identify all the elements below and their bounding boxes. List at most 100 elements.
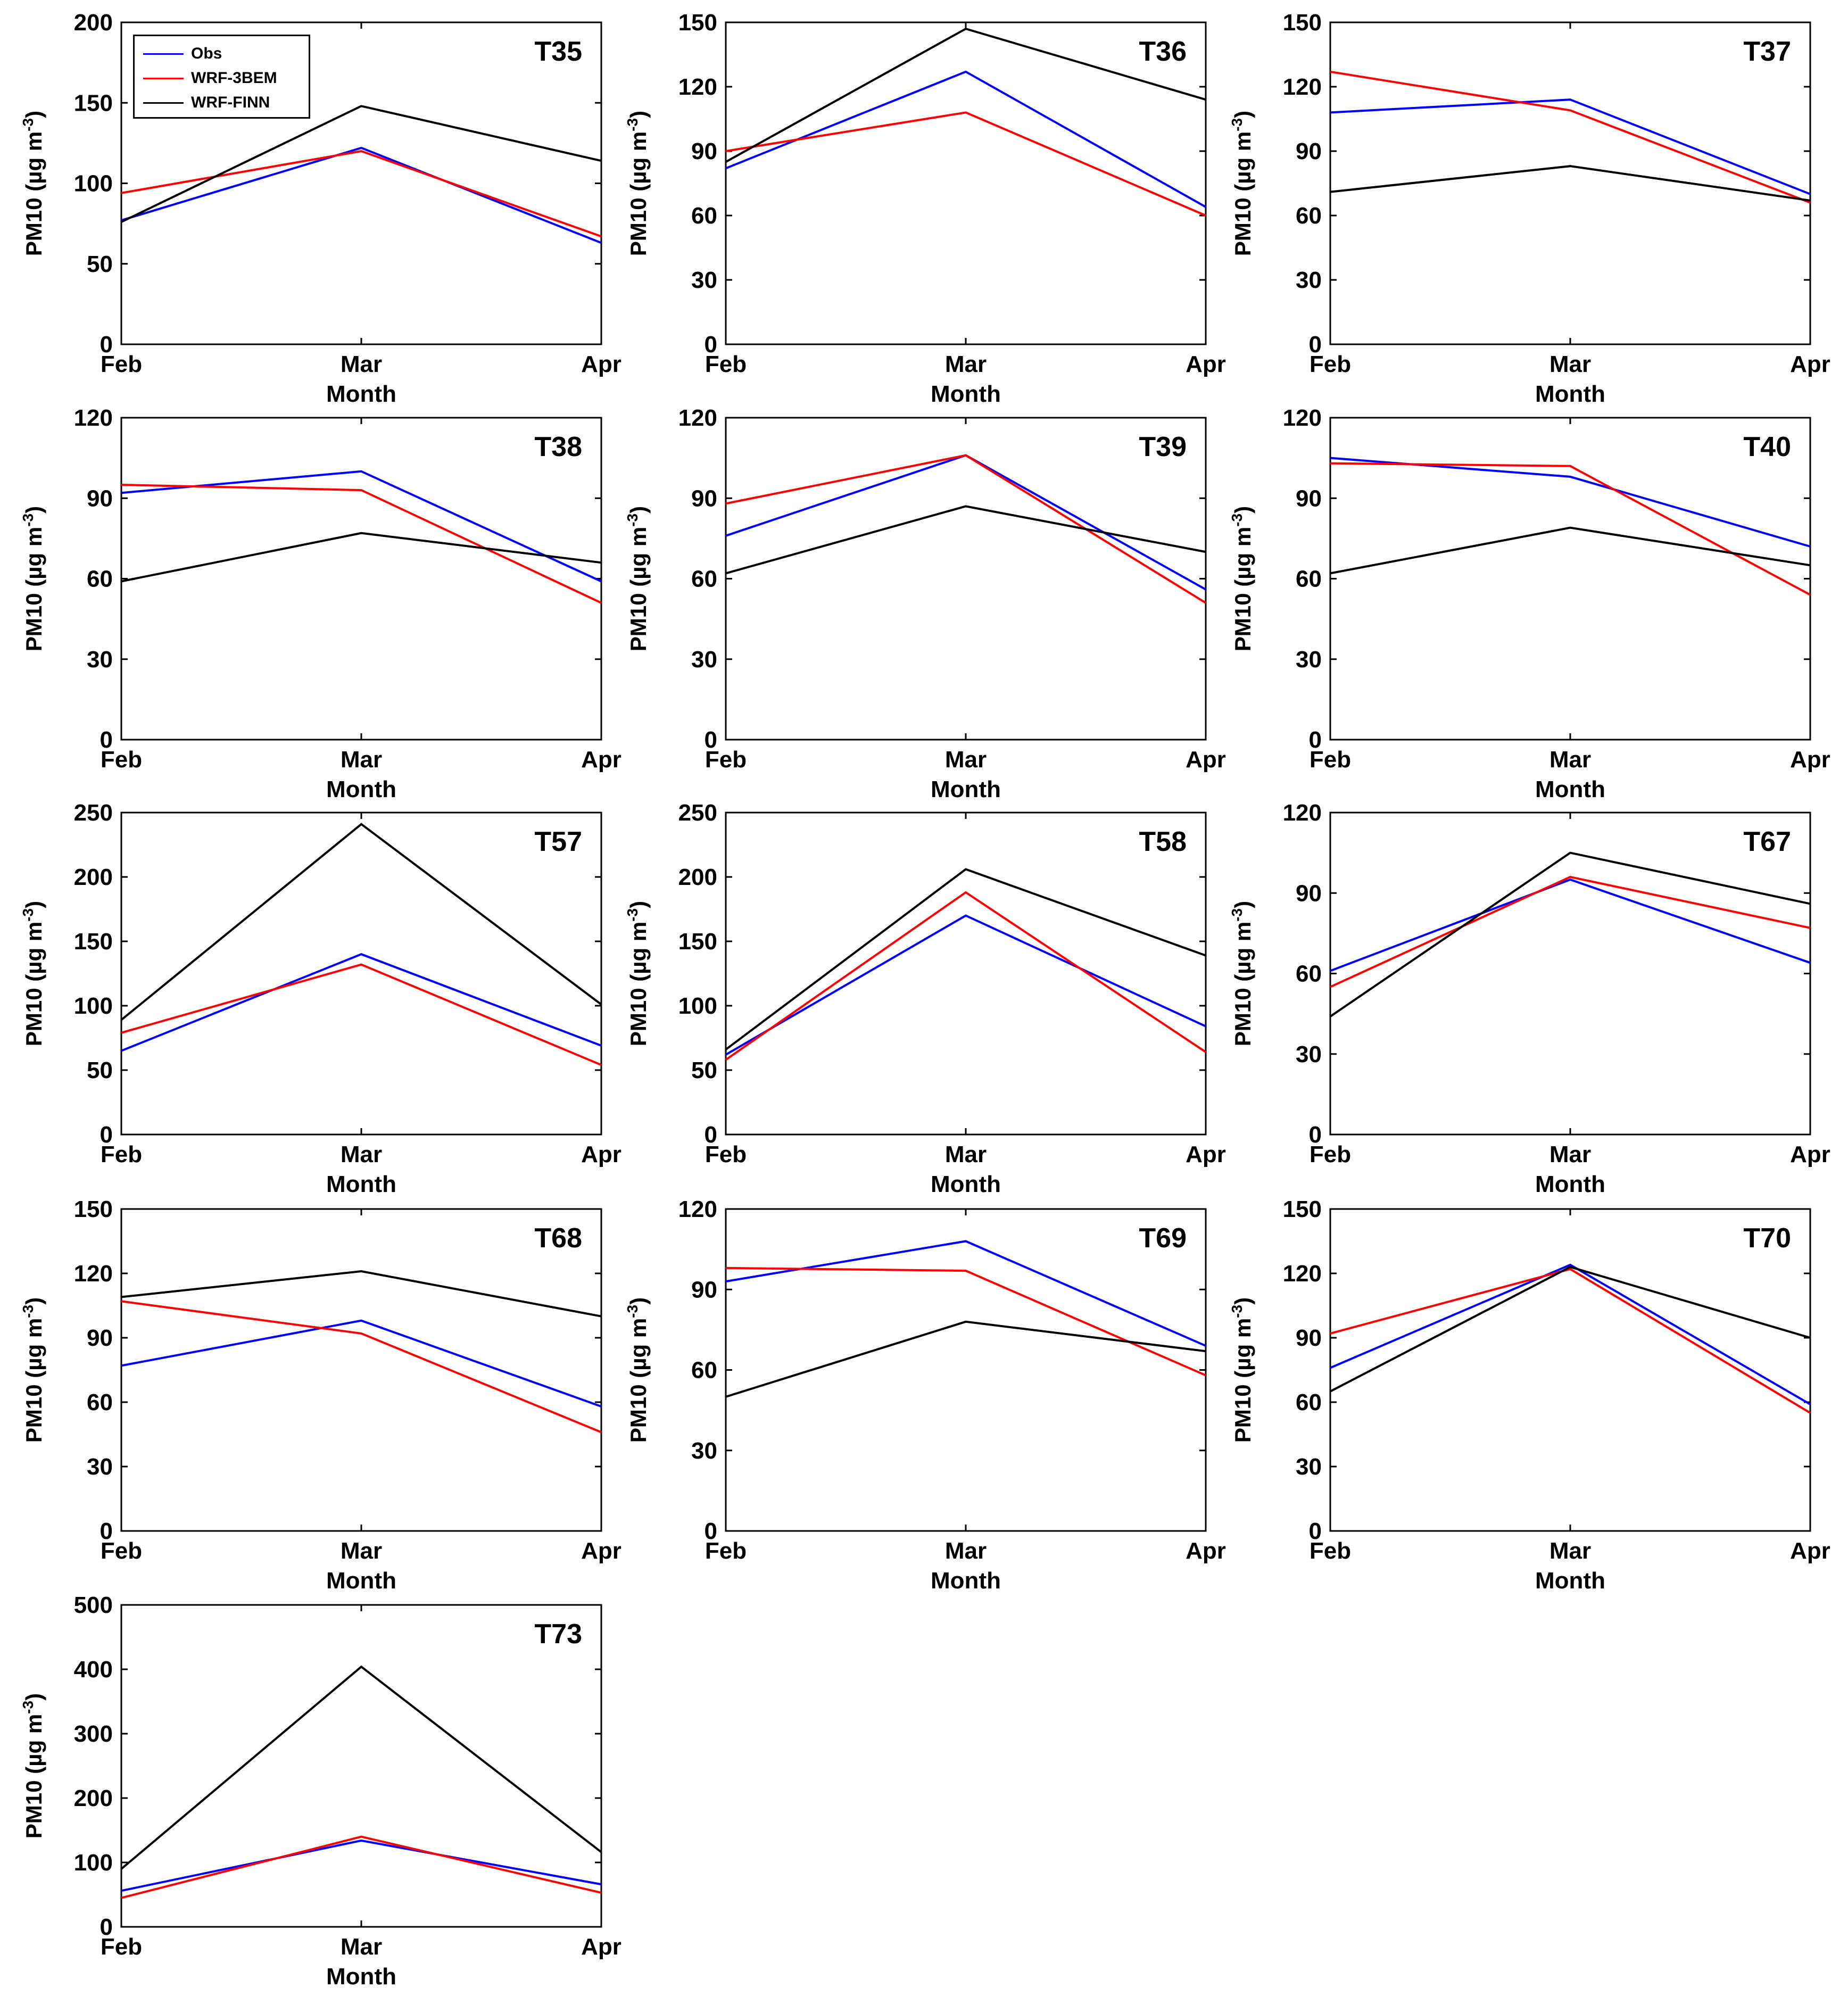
panel-t35: 0 50 100 150 200 Feb Mar Apr Month PM10 (µg m-3) T…	[20, 10, 621, 407]
panel-t70: 0 30 60 90 120 150 Feb Mar Apr Month PM10 (µg m-3)…	[1229, 1196, 1830, 1594]
y-tick-label: 100	[74, 993, 113, 1019]
x-axis-label: Month	[1535, 381, 1605, 407]
x-tick-label: Feb	[101, 1538, 142, 1564]
x-tick-label: Mar	[341, 351, 382, 377]
x-tick-label: Feb	[705, 747, 747, 773]
plot-frame	[1329, 1208, 1811, 1532]
x-axis-label: Month	[931, 381, 1001, 407]
y-tick-label: 50	[691, 1057, 717, 1083]
plot-frame	[725, 417, 1207, 741]
series-line-wrf-3bem	[725, 454, 1207, 604]
x-axis-label: Month	[1535, 1171, 1605, 1197]
y-tick-label: 30	[691, 1438, 717, 1464]
series-line-wrf-finn	[121, 1270, 602, 1318]
x-tick-label: Mar	[945, 1538, 987, 1564]
x-tick-label: Feb	[1310, 1141, 1351, 1167]
y-tick-label: 150	[74, 90, 113, 116]
y-tick-label: 90	[1296, 138, 1322, 164]
y-tick-label: 120	[1283, 800, 1322, 826]
panel-title: T40	[1743, 432, 1791, 462]
y-tick-label: 200	[74, 864, 113, 890]
y-tick-label: 50	[87, 251, 113, 277]
y-tick-label: 200	[678, 864, 717, 890]
y-tick-label: 60	[691, 1357, 717, 1384]
plot-frame	[725, 811, 1207, 1136]
x-tick-label: Apr	[581, 1934, 621, 1960]
y-tick-label: 90	[691, 1277, 717, 1303]
x-tick-label: Mar	[341, 1934, 382, 1960]
legend-swatch-wrf-3bem	[143, 77, 184, 79]
x-tick-label: Feb	[101, 351, 142, 377]
series-line-wrf-finn	[121, 532, 602, 583]
y-axis-label: PM10 (µg m-3)	[20, 1297, 46, 1443]
y-tick-label: 120	[678, 74, 717, 100]
series-line-wrf-3bem	[121, 1300, 602, 1434]
series-line-obs	[121, 953, 602, 1052]
panel-title: T38	[534, 432, 582, 462]
x-tick-label: Apr	[581, 1538, 621, 1564]
y-tick-label: 0	[1309, 1518, 1322, 1544]
y-tick-label: 100	[74, 1850, 113, 1876]
x-tick-label: Apr	[1790, 1141, 1830, 1167]
y-axis-label: PM10 (µg m-3)	[20, 1693, 46, 1839]
x-tick-label: Mar	[341, 1538, 382, 1564]
x-axis-label: Month	[931, 1568, 1001, 1594]
x-tick-label: Mar	[945, 351, 987, 377]
plot-frame	[1329, 811, 1811, 1136]
y-tick-label: 0	[705, 1518, 717, 1544]
panel-t37: 0 30 60 90 120 150 Feb Mar Apr Month PM10 (µg m-3)…	[1229, 10, 1830, 407]
series-line-wrf-finn	[725, 1320, 1206, 1398]
x-tick-label: Apr	[581, 1141, 621, 1167]
y-tick-label: 120	[1283, 1261, 1322, 1287]
x-tick-label: Feb	[705, 1538, 747, 1564]
series-line-wrf-3bem	[121, 484, 602, 604]
series-line-wrf-finn	[1330, 526, 1811, 575]
series-line-obs	[1330, 1263, 1811, 1405]
y-axis-label: PM10 (µg m-3)	[20, 111, 46, 256]
y-tick-label: 60	[1296, 566, 1322, 592]
x-tick-label: Feb	[101, 1934, 142, 1960]
x-tick-label: Feb	[705, 1141, 747, 1167]
x-tick-label: Feb	[1310, 351, 1351, 377]
y-tick-label: 300	[74, 1721, 113, 1747]
panel-t57: 0 50 100 150 200 250 Feb Mar Apr Month PM10 (µg m-…	[20, 800, 621, 1197]
y-tick-label: 30	[87, 1454, 113, 1480]
series-line-obs	[121, 1319, 602, 1407]
y-axis-label: PM10 (µg m-3)	[624, 1297, 651, 1443]
x-tick-label: Feb	[101, 747, 142, 773]
x-axis-label: Month	[1535, 776, 1605, 802]
y-tick-label: 120	[1283, 74, 1322, 100]
x-tick-label: Feb	[705, 351, 747, 377]
x-tick-label: Apr	[1186, 1141, 1226, 1167]
y-tick-label: 400	[74, 1657, 113, 1683]
series-line-wrf-finn	[1330, 165, 1811, 202]
series-line-obs	[725, 70, 1206, 208]
y-tick-label: 60	[691, 203, 717, 229]
series-line-wrf-3bem	[121, 963, 602, 1066]
y-tick-label: 120	[678, 1196, 717, 1222]
y-axis-label: PM10 (µg m-3)	[624, 506, 651, 651]
y-axis-label: PM10 (µg m-3)	[1229, 111, 1255, 256]
series-line-wrf-3bem	[1330, 875, 1811, 988]
y-tick-label: 60	[1296, 1389, 1322, 1415]
plot-frame	[120, 1208, 602, 1532]
y-tick-label: 0	[705, 1122, 717, 1148]
y-tick-label: 120	[1283, 405, 1322, 431]
panel-t38: 0 30 60 90 120 Feb Mar Apr Month PM10 (µg m-3) T38	[20, 405, 621, 802]
series-line-obs	[1330, 98, 1811, 195]
legend-swatch-wrf-finn	[143, 102, 184, 104]
legend-label: WRF-3BEM	[191, 69, 277, 87]
y-tick-label: 250	[74, 800, 113, 826]
y-tick-label: 90	[1296, 1325, 1322, 1351]
series-line-wrf-3bem	[121, 1835, 602, 1899]
y-tick-label: 150	[678, 10, 717, 36]
series-line-wrf-finn	[725, 27, 1206, 163]
y-tick-label: 120	[678, 405, 717, 431]
y-axis-label: PM10 (µg m-3)	[1229, 901, 1255, 1046]
legend-entry-wrf-finn: WRF-FINN	[135, 90, 309, 115]
panel-t39: 0 30 60 90 120 Feb Mar Apr Month PM10 (µg m-3) T39	[624, 405, 1226, 802]
panel-title: T39	[1139, 432, 1187, 462]
x-tick-label: Feb	[1310, 747, 1351, 773]
panel-t68: 0 30 60 90 120 150 Feb Mar Apr Month PM10 (µg m-3)…	[20, 1196, 621, 1594]
y-axis-label: PM10 (µg m-3)	[20, 901, 46, 1046]
